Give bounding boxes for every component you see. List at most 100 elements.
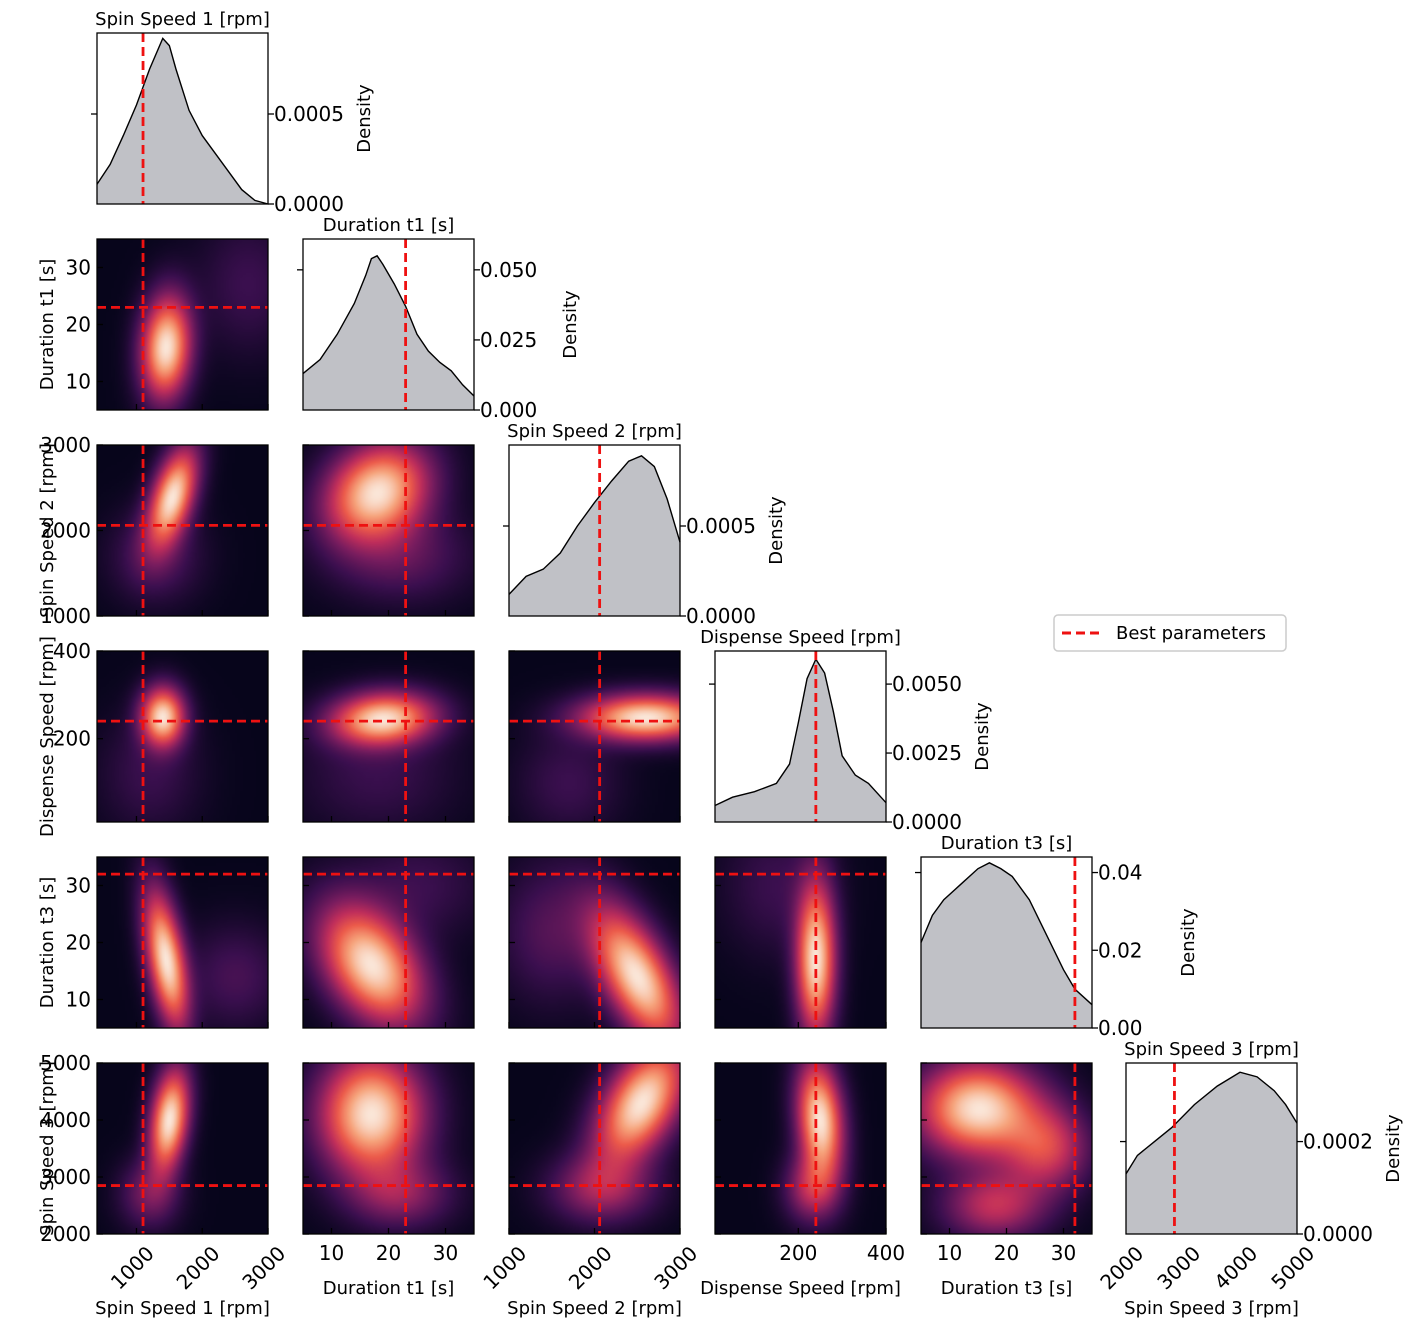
kde-line xyxy=(96,37,269,205)
kde-panel-dispense-speed: 0.0000 0.0025 0.0050 Dispense Speed [rpm] De… xyxy=(700,627,993,834)
density-heatmap xyxy=(97,651,268,822)
joint-panel-spin-speed-3-vs-duration-t3 xyxy=(920,1062,1093,1235)
panel-frame xyxy=(714,856,887,1029)
panel-frame xyxy=(508,856,681,1029)
panel-frame xyxy=(714,650,887,823)
y-tick-label: 3000 xyxy=(40,433,91,457)
density-heatmap xyxy=(715,857,886,1028)
x-axis-label-spin-speed-2: Spin Speed 2 [rpm] xyxy=(507,1298,682,1319)
joint-panel-duration-t1-vs-spin-speed-1 xyxy=(96,238,269,411)
joint-panel-spin-speed-2-vs-duration-t1 xyxy=(302,444,475,617)
kde-panel-duration-t1: 0.000 0.025 0.050 Duration t1 [s] Density xyxy=(297,215,581,422)
x-tick-label: 2000 xyxy=(172,1241,225,1294)
panel-frame xyxy=(714,1062,887,1235)
y-tick-label: 200 xyxy=(53,727,91,751)
y-tick-label: 10 xyxy=(66,988,91,1012)
density-axis-label: Density xyxy=(766,496,787,565)
panel-frame xyxy=(302,238,475,411)
panel-frame xyxy=(1125,1062,1298,1235)
x-tick-label: 1000 xyxy=(106,1241,159,1294)
density-heatmap xyxy=(303,445,474,616)
density-heatmap xyxy=(97,445,268,616)
density-heatmap xyxy=(303,1063,474,1234)
density-tick-label: 0.025 xyxy=(480,328,537,352)
x-axis-label-duration-t3: Duration t3 [s] xyxy=(941,1278,1073,1299)
kde-area xyxy=(921,862,1092,1028)
kde-area xyxy=(509,455,680,616)
x-tick-label: 2000 xyxy=(564,1241,617,1294)
joint-panel-dispense-speed-vs-duration-t1 xyxy=(302,650,475,823)
y-axis-label-duration-t1: Duration t1 [s] xyxy=(37,259,58,391)
kde-title: Spin Speed 3 [rpm] xyxy=(1124,1039,1299,1060)
kde-line xyxy=(920,862,1093,1006)
density-axis-label: Density xyxy=(1383,1114,1404,1183)
joint-panel-duration-t3-vs-spin-speed-2 xyxy=(508,856,681,1029)
y-axis-label-dispense-speed: Dispense Speed [rpm] xyxy=(37,636,58,837)
y-tick-label: 20 xyxy=(66,931,91,955)
panel-frame xyxy=(96,1062,269,1235)
panel-frame xyxy=(508,650,681,823)
legend-frame xyxy=(1053,614,1287,652)
x-tick-label: 20 xyxy=(994,1241,1019,1265)
panel-frame xyxy=(920,856,1093,1029)
x-tick-label: 3000 xyxy=(237,1241,290,1294)
x-tick-label: 10 xyxy=(319,1241,344,1265)
x-tick-label: 1000 xyxy=(478,1241,531,1294)
panel-frame xyxy=(96,650,269,823)
kde-title: Spin Speed 1 [rpm] xyxy=(95,9,270,30)
y-tick-label: 20 xyxy=(66,313,91,337)
density-tick-label: 0.0000 xyxy=(274,192,344,216)
panel-frame xyxy=(508,444,681,617)
panel-frame xyxy=(302,1062,475,1235)
kde-area xyxy=(303,255,474,410)
legend: Best parameters xyxy=(1053,614,1287,652)
kde-title: Duration t3 [s] xyxy=(941,833,1073,854)
density-tick-label: 0.0000 xyxy=(686,604,756,628)
density-heatmap xyxy=(97,1063,268,1234)
kde-area xyxy=(715,659,886,822)
y-tick-label: 30 xyxy=(66,256,91,280)
joint-panel-duration-t3-vs-dispense-speed xyxy=(714,856,887,1029)
panel-frame xyxy=(302,856,475,1029)
kde-panel-spin-speed-3: 0.0000 0.0002 Spin Speed 3 [rpm] Density xyxy=(1120,1039,1404,1246)
y-axis-label-duration-t3: Duration t3 [s] xyxy=(37,877,58,1009)
kde-title: Dispense Speed [rpm] xyxy=(700,627,901,648)
kde-title: Spin Speed 2 [rpm] xyxy=(507,421,682,442)
joint-panel-dispense-speed-vs-spin-speed-2 xyxy=(508,650,681,823)
density-tick-label: 0.0005 xyxy=(686,514,756,538)
panel-frame xyxy=(302,650,475,823)
density-tick-label: 0.04 xyxy=(1098,861,1143,885)
density-heatmap xyxy=(303,651,474,822)
joint-panel-spin-speed-3-vs-dispense-speed xyxy=(714,1062,887,1235)
kde-panel-spin-speed-1: 0.0000 0.0005 Spin Speed 1 [rpm] Density xyxy=(91,9,375,216)
x-tick-label: 30 xyxy=(433,1241,458,1265)
x-tick-label: 10 xyxy=(937,1241,962,1265)
joint-panel-dispense-speed-vs-spin-speed-1 xyxy=(96,650,269,823)
kde-line xyxy=(1125,1071,1298,1175)
density-tick-label: 0.0000 xyxy=(1303,1222,1373,1246)
x-tick-label: 3000 xyxy=(649,1241,702,1294)
x-tick-label: 30 xyxy=(1051,1241,1076,1265)
joint-panel-duration-t3-vs-spin-speed-1 xyxy=(96,856,269,1029)
density-tick-label: 0.050 xyxy=(480,258,537,282)
density-tick-label: 0.00 xyxy=(1098,1016,1143,1040)
density-heatmap xyxy=(509,1063,680,1234)
density-axis-label: Density xyxy=(560,290,581,359)
x-tick-label: 200 xyxy=(779,1241,817,1265)
kde-line xyxy=(302,254,475,397)
panel-frame xyxy=(96,238,269,411)
density-tick-label: 0.0000 xyxy=(892,810,962,834)
panel-frame xyxy=(302,444,475,617)
panel-frame xyxy=(96,444,269,617)
density-tick-label: 0.02 xyxy=(1098,938,1143,962)
kde-line xyxy=(714,657,887,807)
kde-panel-spin-speed-2: 0.0000 0.0005 Spin Speed 2 [rpm] Density xyxy=(503,421,787,628)
y-tick-label: 2000 xyxy=(40,1222,91,1246)
density-heatmap xyxy=(509,651,680,822)
density-axis-label: Density xyxy=(972,702,993,771)
x-tick-label: 4000 xyxy=(1209,1241,1262,1294)
joint-panel-spin-speed-3-vs-spin-speed-2 xyxy=(508,1062,681,1235)
y-tick-label: 3000 xyxy=(40,1165,91,1189)
